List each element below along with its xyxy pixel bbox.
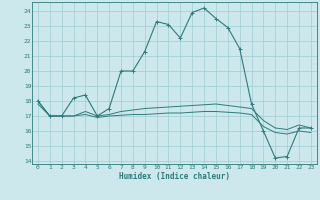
X-axis label: Humidex (Indice chaleur): Humidex (Indice chaleur): [119, 172, 230, 181]
